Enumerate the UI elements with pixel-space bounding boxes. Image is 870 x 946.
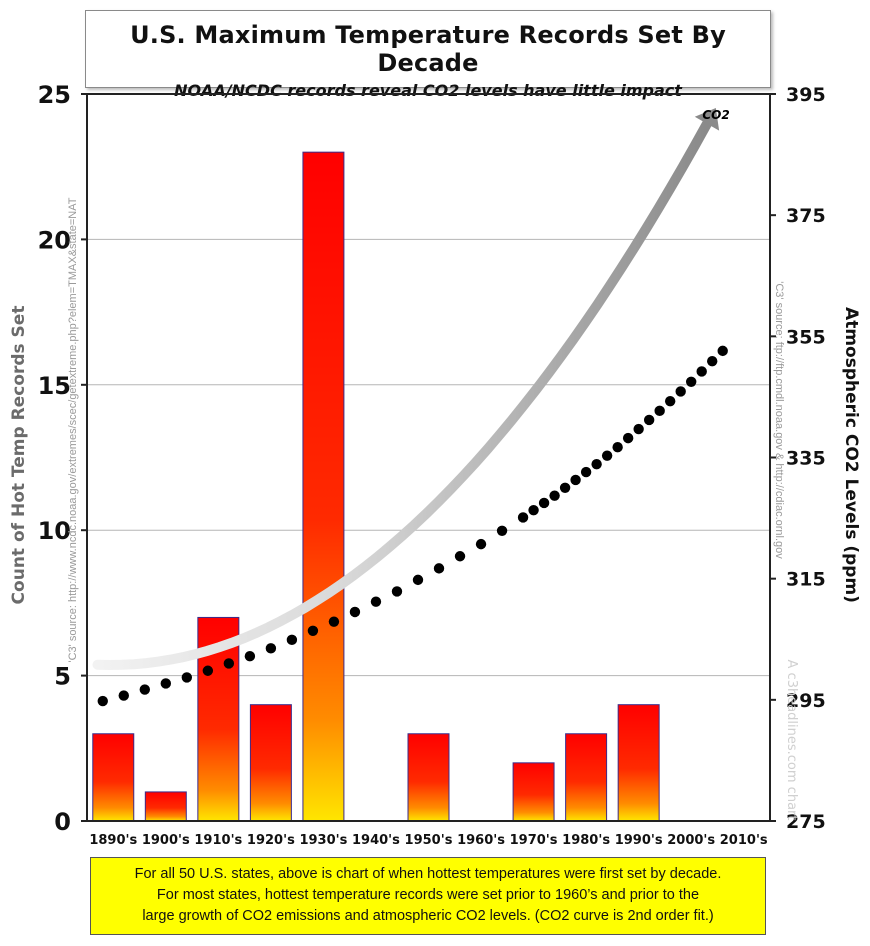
- caption-box: For all 50 U.S. states, above is chart o…: [90, 857, 766, 935]
- bars: [92, 151, 660, 822]
- chart-subtitle: NOAA/NCDC records reveal CO2 levels have…: [174, 81, 682, 100]
- y2-tick-label: 315: [786, 569, 826, 591]
- x-tick-label: 2010's: [720, 833, 768, 848]
- co2-point: [654, 405, 665, 417]
- x-tick-label: 1930's: [299, 833, 347, 848]
- co2-point: [391, 586, 403, 597]
- co2-point: [349, 606, 361, 618]
- x-tick-label: 1890's: [89, 833, 137, 848]
- bar-1980's: [565, 733, 608, 822]
- co2-point: [454, 551, 466, 562]
- caption-line-2: For most states, hottest temperature rec…: [156, 887, 700, 903]
- y2-tick-label: 355: [786, 326, 826, 348]
- co2-point: [202, 665, 214, 676]
- bar-1970's: [512, 762, 555, 822]
- co2-point: [538, 497, 550, 509]
- y-tick-label: 0: [54, 808, 71, 836]
- co2-point: [528, 505, 539, 516]
- co2-point: [160, 678, 172, 689]
- co2-point: [549, 490, 560, 501]
- y2-axis-ticks: 275 295 315 335 355 375 395: [770, 84, 826, 833]
- co2-point: [685, 376, 697, 387]
- co2-point: [591, 458, 602, 470]
- gridlines: [87, 238, 770, 677]
- bar-1920's: [249, 704, 292, 822]
- co2-point: [559, 482, 571, 493]
- title-box: U.S. Maximum Temperature Records Set By …: [85, 10, 771, 100]
- co2-arrowhead: [694, 108, 720, 131]
- watermark: A c3headlines.com chart: [784, 660, 799, 821]
- plot-frame: [86, 93, 771, 822]
- co2-point: [580, 466, 592, 478]
- co2-point: [696, 366, 707, 377]
- bar-1900's: [144, 791, 187, 822]
- co2-point: [622, 432, 634, 444]
- y2-axis-label: Atmospheric CO2 Levels (ppm): [841, 307, 861, 603]
- x-tick-label: 1900's: [142, 833, 190, 848]
- x-tick-label: 1950's: [405, 833, 453, 848]
- co2-point: [517, 512, 529, 523]
- co2-dots: [97, 345, 728, 707]
- co2-point: [570, 474, 581, 486]
- bar-1990's: [617, 704, 660, 822]
- source-note-right: 'C3' source: ftp://ftp.cmdl.noaa.gov & h…: [773, 281, 785, 559]
- co2-point: [370, 596, 382, 607]
- co2-point: [475, 538, 487, 550]
- caption-line-3: large growth of CO2 emissions and atmosp…: [142, 908, 714, 924]
- x-tick-label: 1960's: [457, 833, 505, 848]
- y-tick-label: 25: [38, 81, 71, 109]
- y-tick-label: 20: [38, 226, 71, 254]
- bar-1950's: [407, 733, 450, 822]
- co2-point: [601, 450, 613, 461]
- co2-point: [717, 345, 728, 357]
- co2-point: [244, 651, 256, 662]
- y-tick-label: 5: [54, 663, 71, 691]
- co2-label: CO2: [702, 108, 729, 122]
- co2-point: [707, 355, 718, 367]
- y2-tick-label: 275: [786, 811, 826, 833]
- co2-point: [118, 690, 129, 701]
- y2-tick-label: 375: [786, 205, 826, 227]
- co2-point: [612, 442, 623, 453]
- caption-line-1: For all 50 U.S. states, above is chart o…: [134, 866, 722, 882]
- y2-tick-label: 295: [786, 690, 826, 712]
- source-note-left: 'C3' source: http://www.ncdc.noaa.gov/ex…: [67, 197, 79, 662]
- x-tick-label: 1970's: [510, 833, 558, 848]
- y-tick-label: 10: [38, 517, 71, 545]
- co2-point: [664, 395, 676, 407]
- co2-point: [181, 672, 193, 683]
- y-tick-label: 15: [38, 372, 71, 400]
- co2-trend-arrow: [92, 108, 720, 671]
- x-tick-label: 2000's: [667, 833, 715, 848]
- x-tick-label: 1940's: [352, 833, 400, 848]
- co2-point: [286, 634, 298, 646]
- y-axis-label: Count of Hot Temp Records Set: [9, 306, 29, 605]
- co2-point: [675, 386, 686, 397]
- co2-point: [223, 658, 235, 669]
- co2-point: [307, 625, 319, 636]
- co2-point: [265, 643, 277, 654]
- co2-point: [496, 525, 508, 537]
- x-tick-label: 1910's: [194, 833, 242, 848]
- co2-trend-curve: [92, 118, 712, 671]
- co2-point: [643, 414, 655, 426]
- y2-tick-label: 395: [786, 84, 826, 106]
- x-tick-label: 1990's: [615, 833, 663, 848]
- co2-point: [139, 684, 150, 695]
- x-tick-label: 1920's: [247, 833, 295, 848]
- x-tick-label: 1980's: [562, 833, 610, 848]
- y2-tick-label: 335: [786, 448, 826, 470]
- co2-point: [97, 695, 108, 707]
- co2-point: [433, 563, 445, 574]
- bar-1930's: [302, 151, 345, 822]
- chart-title: U.S. Maximum Temperature Records Set By …: [130, 21, 726, 77]
- co2-point: [328, 616, 340, 627]
- x-axis-ticks: 1890's 1900's 1910's 1920's 1930's 1940's 1950…: [89, 833, 768, 848]
- bar-1890's: [92, 733, 135, 822]
- co2-point: [412, 574, 424, 586]
- co2-point: [633, 423, 644, 435]
- y-axis-ticks: 0 5 10 15 20 25: [38, 81, 87, 836]
